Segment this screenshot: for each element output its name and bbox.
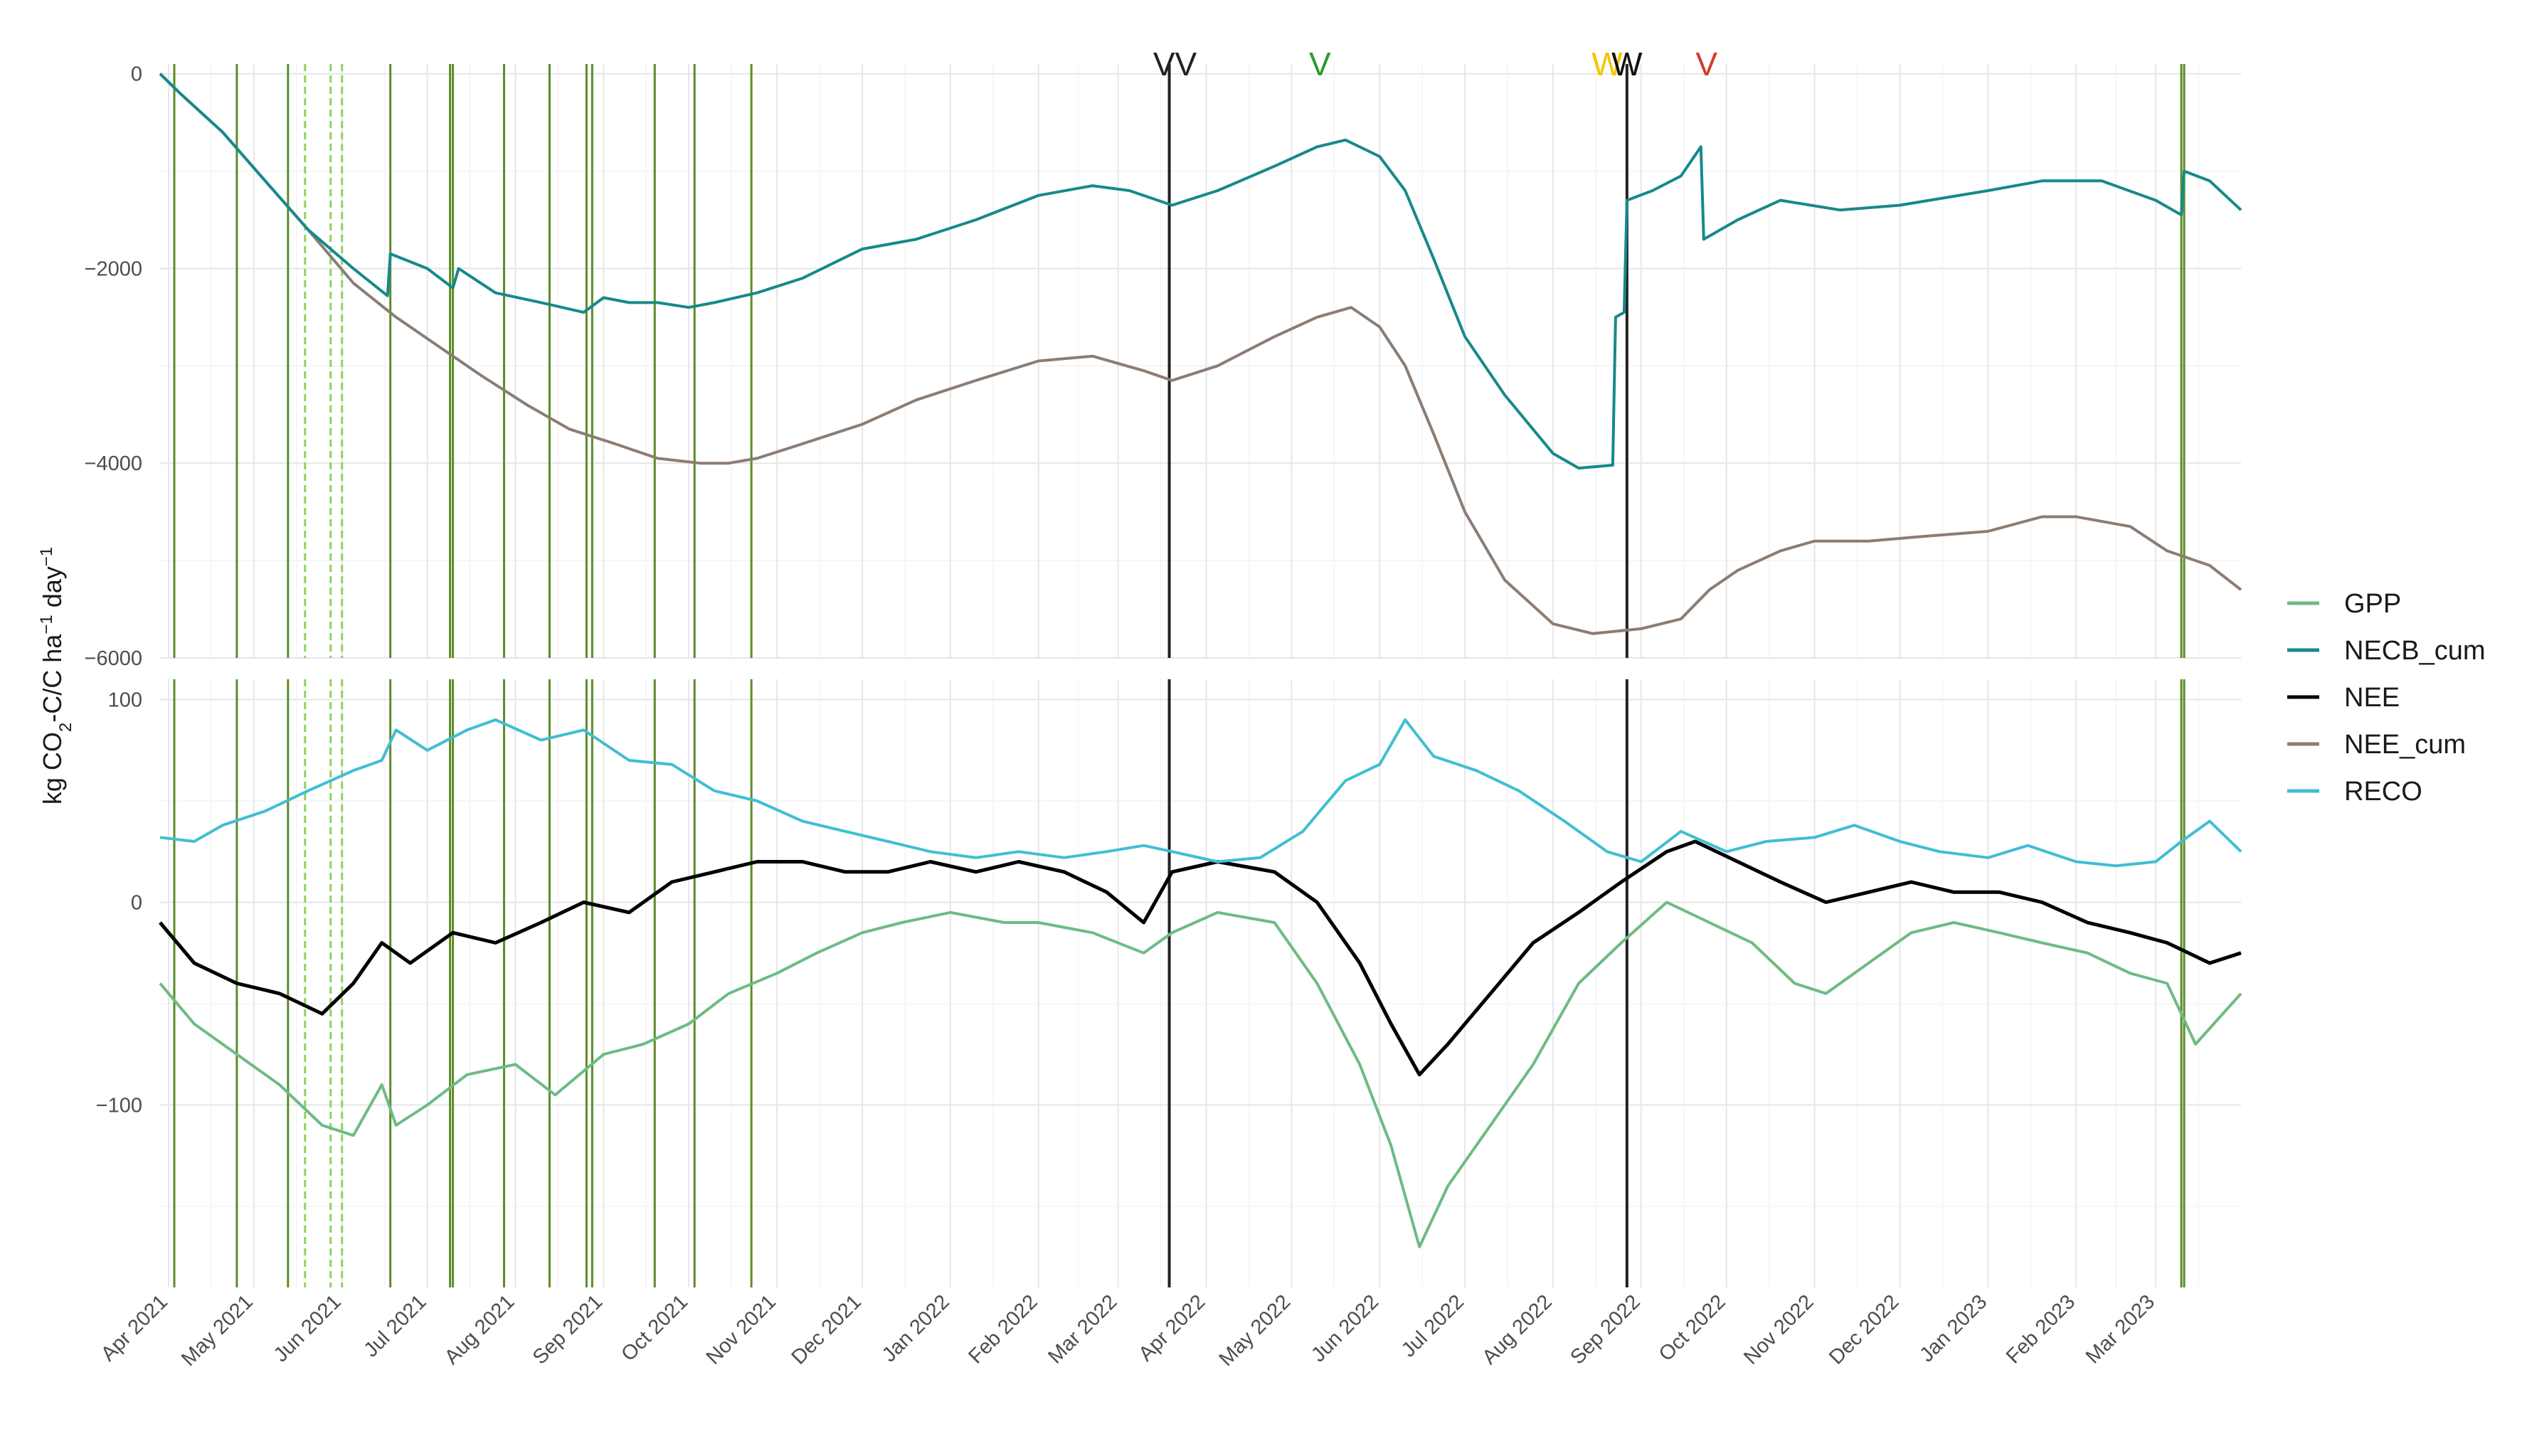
x-tick-label: Jun 2021: [270, 1290, 346, 1366]
series-line-necb-cum: [159, 73, 2242, 470]
y-tick-label: −4000: [85, 452, 142, 475]
x-tick-label: May 2021: [177, 1290, 258, 1371]
x-tick-label: Jul 2022: [1397, 1290, 1468, 1361]
x-tick-label: Aug 2021: [440, 1290, 519, 1369]
x-tick-label: Nov 2022: [1739, 1290, 1818, 1369]
x-tick-label: Sep 2022: [1566, 1290, 1644, 1369]
legend-label-necb-cum: NECB_cum: [2344, 636, 2486, 666]
legend-label-gpp: GPP: [2344, 589, 2401, 619]
x-tick-label: Jul 2021: [359, 1290, 430, 1361]
y-tick-label: 0: [131, 63, 142, 86]
event-marker: V: [1309, 46, 1331, 83]
x-tick-label: Dec 2022: [1825, 1290, 1903, 1369]
y-axis-title: kg CO2-C/C ha−1 day−1: [37, 547, 75, 804]
x-tick-label: Apr 2022: [1135, 1290, 1210, 1366]
series-line-nee: [159, 839, 2242, 1077]
series-line-nee-cum: [159, 73, 2242, 635]
event-marker: W: [1611, 46, 1643, 83]
event-markers: VV V WW V: [1153, 46, 1718, 83]
x-tick-label: Mar 2022: [1044, 1290, 1121, 1368]
y-axis-title-mid: -C/C ha: [38, 634, 67, 723]
event-marker: VV: [1153, 46, 1197, 83]
x-tick-label: Jan 2022: [878, 1290, 954, 1366]
x-tick-label: Jun 2022: [1307, 1290, 1383, 1366]
legend-label-nee-cum: NEE_cum: [2344, 730, 2466, 760]
y-axis-title-tail: day: [38, 566, 67, 615]
x-tick-label: Oct 2022: [1655, 1290, 1730, 1366]
y-tick-label: −100: [96, 1095, 142, 1117]
x-tick-label: Sep 2021: [529, 1290, 607, 1369]
y-tick-label: −6000: [85, 647, 142, 670]
y-axis-title-sub: 2: [56, 723, 75, 732]
x-tick-label: May 2022: [1215, 1290, 1296, 1371]
y-axis-title-main: kg CO: [38, 732, 67, 804]
legend-label-nee: NEE: [2344, 683, 2400, 713]
event-marker: V: [1695, 46, 1717, 83]
x-tick-label: Oct 2021: [617, 1290, 692, 1366]
series-line-gpp: [159, 900, 2242, 1248]
event-marker: W: [1591, 46, 1623, 83]
x-tick-label: Jan 2023: [1915, 1290, 1991, 1366]
panel-cumulative: 0 −2000 −4000 −6000: [85, 63, 2242, 670]
chart-panels: 0 −2000 −4000 −6000 100 0 −100: [85, 63, 2242, 1287]
y-tick-label: −2000: [85, 257, 142, 280]
x-tick-label: Feb 2022: [964, 1290, 1042, 1368]
x-tick-label: Feb 2023: [2002, 1290, 2080, 1368]
y-axis-title-sup1: −1: [37, 615, 56, 634]
x-tick-label: Aug 2022: [1478, 1290, 1557, 1369]
y-tick-label: 0: [131, 892, 142, 915]
x-tick-label: Nov 2021: [702, 1290, 780, 1369]
x-tick-label: Mar 2023: [2082, 1290, 2159, 1368]
x-axis: Apr 2021 May 2021 Jun 2021 Jul 2021 Aug 2021…: [97, 1290, 2159, 1371]
series-line-reco: [159, 718, 2242, 868]
y-tick-label: 100: [108, 689, 142, 712]
y-axis-title-sup2: −1: [37, 547, 56, 566]
x-tick-label: Dec 2021: [788, 1290, 866, 1369]
legend-label-reco: RECO: [2344, 777, 2422, 807]
x-tick-label: Apr 2021: [97, 1290, 172, 1366]
legend: GPP NECB_cum NEE NEE_cum RECO: [2287, 589, 2486, 807]
panel-daily: 100 0 −100: [96, 679, 2242, 1287]
